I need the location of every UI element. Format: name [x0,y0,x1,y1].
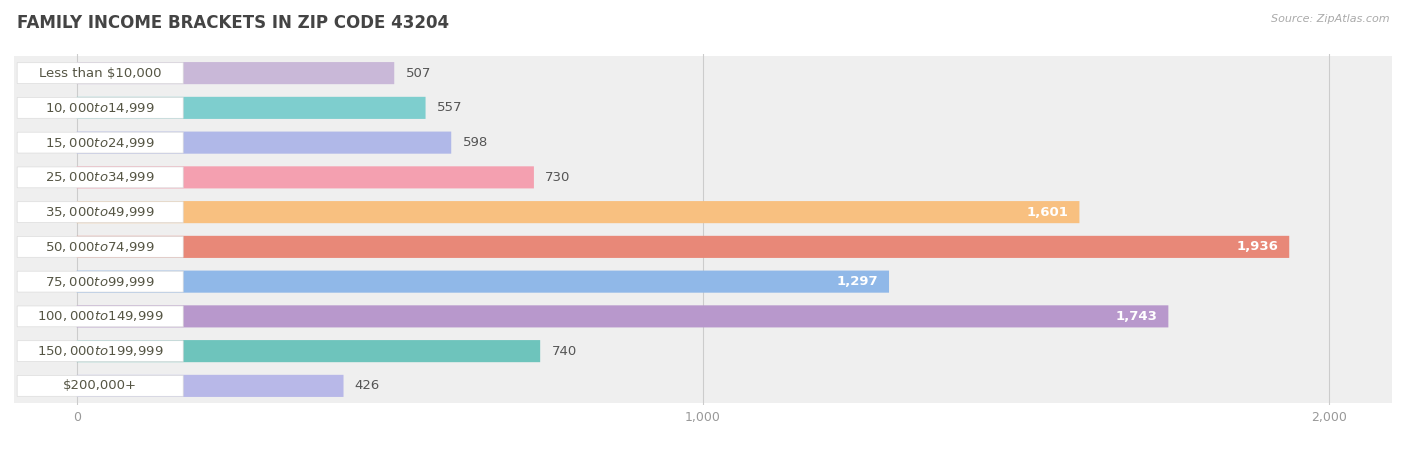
FancyBboxPatch shape [14,299,1392,334]
FancyBboxPatch shape [17,271,183,292]
FancyBboxPatch shape [14,125,1392,160]
FancyBboxPatch shape [77,97,426,119]
Text: $75,000 to $99,999: $75,000 to $99,999 [45,274,155,288]
FancyBboxPatch shape [14,160,1392,195]
Text: $200,000+: $200,000+ [63,379,138,392]
FancyBboxPatch shape [17,63,183,84]
FancyBboxPatch shape [77,270,889,292]
Text: 1,936: 1,936 [1236,240,1278,253]
FancyBboxPatch shape [17,375,183,396]
Text: FAMILY INCOME BRACKETS IN ZIP CODE 43204: FAMILY INCOME BRACKETS IN ZIP CODE 43204 [17,14,449,32]
FancyBboxPatch shape [77,166,534,189]
Text: 507: 507 [405,67,430,80]
Text: $100,000 to $149,999: $100,000 to $149,999 [37,310,163,324]
Text: 1,297: 1,297 [837,275,877,288]
FancyBboxPatch shape [17,132,183,153]
Text: 426: 426 [354,379,380,392]
FancyBboxPatch shape [17,306,183,327]
FancyBboxPatch shape [17,167,183,188]
FancyBboxPatch shape [17,98,183,118]
FancyBboxPatch shape [14,369,1392,403]
Text: 740: 740 [551,345,576,358]
FancyBboxPatch shape [14,56,1392,90]
FancyBboxPatch shape [77,131,451,153]
Text: 557: 557 [437,101,463,114]
Text: $15,000 to $24,999: $15,000 to $24,999 [45,135,155,149]
Text: $150,000 to $199,999: $150,000 to $199,999 [37,344,163,358]
Text: $10,000 to $14,999: $10,000 to $14,999 [45,101,155,115]
FancyBboxPatch shape [77,62,394,84]
FancyBboxPatch shape [77,306,1168,328]
FancyBboxPatch shape [14,230,1392,264]
FancyBboxPatch shape [17,236,183,257]
Text: $35,000 to $49,999: $35,000 to $49,999 [45,205,155,219]
Text: 1,601: 1,601 [1026,206,1069,219]
FancyBboxPatch shape [14,334,1392,369]
FancyBboxPatch shape [77,236,1289,258]
Text: Source: ZipAtlas.com: Source: ZipAtlas.com [1271,14,1389,23]
FancyBboxPatch shape [17,341,183,361]
Text: $50,000 to $74,999: $50,000 to $74,999 [45,240,155,254]
FancyBboxPatch shape [77,340,540,362]
Text: 730: 730 [546,171,571,184]
FancyBboxPatch shape [77,375,343,397]
Text: $25,000 to $34,999: $25,000 to $34,999 [45,171,155,184]
Text: Less than $10,000: Less than $10,000 [39,67,162,80]
FancyBboxPatch shape [77,201,1080,223]
FancyBboxPatch shape [17,202,183,223]
Text: 598: 598 [463,136,488,149]
Text: 1,743: 1,743 [1115,310,1157,323]
FancyBboxPatch shape [14,90,1392,125]
FancyBboxPatch shape [14,264,1392,299]
FancyBboxPatch shape [14,195,1392,230]
